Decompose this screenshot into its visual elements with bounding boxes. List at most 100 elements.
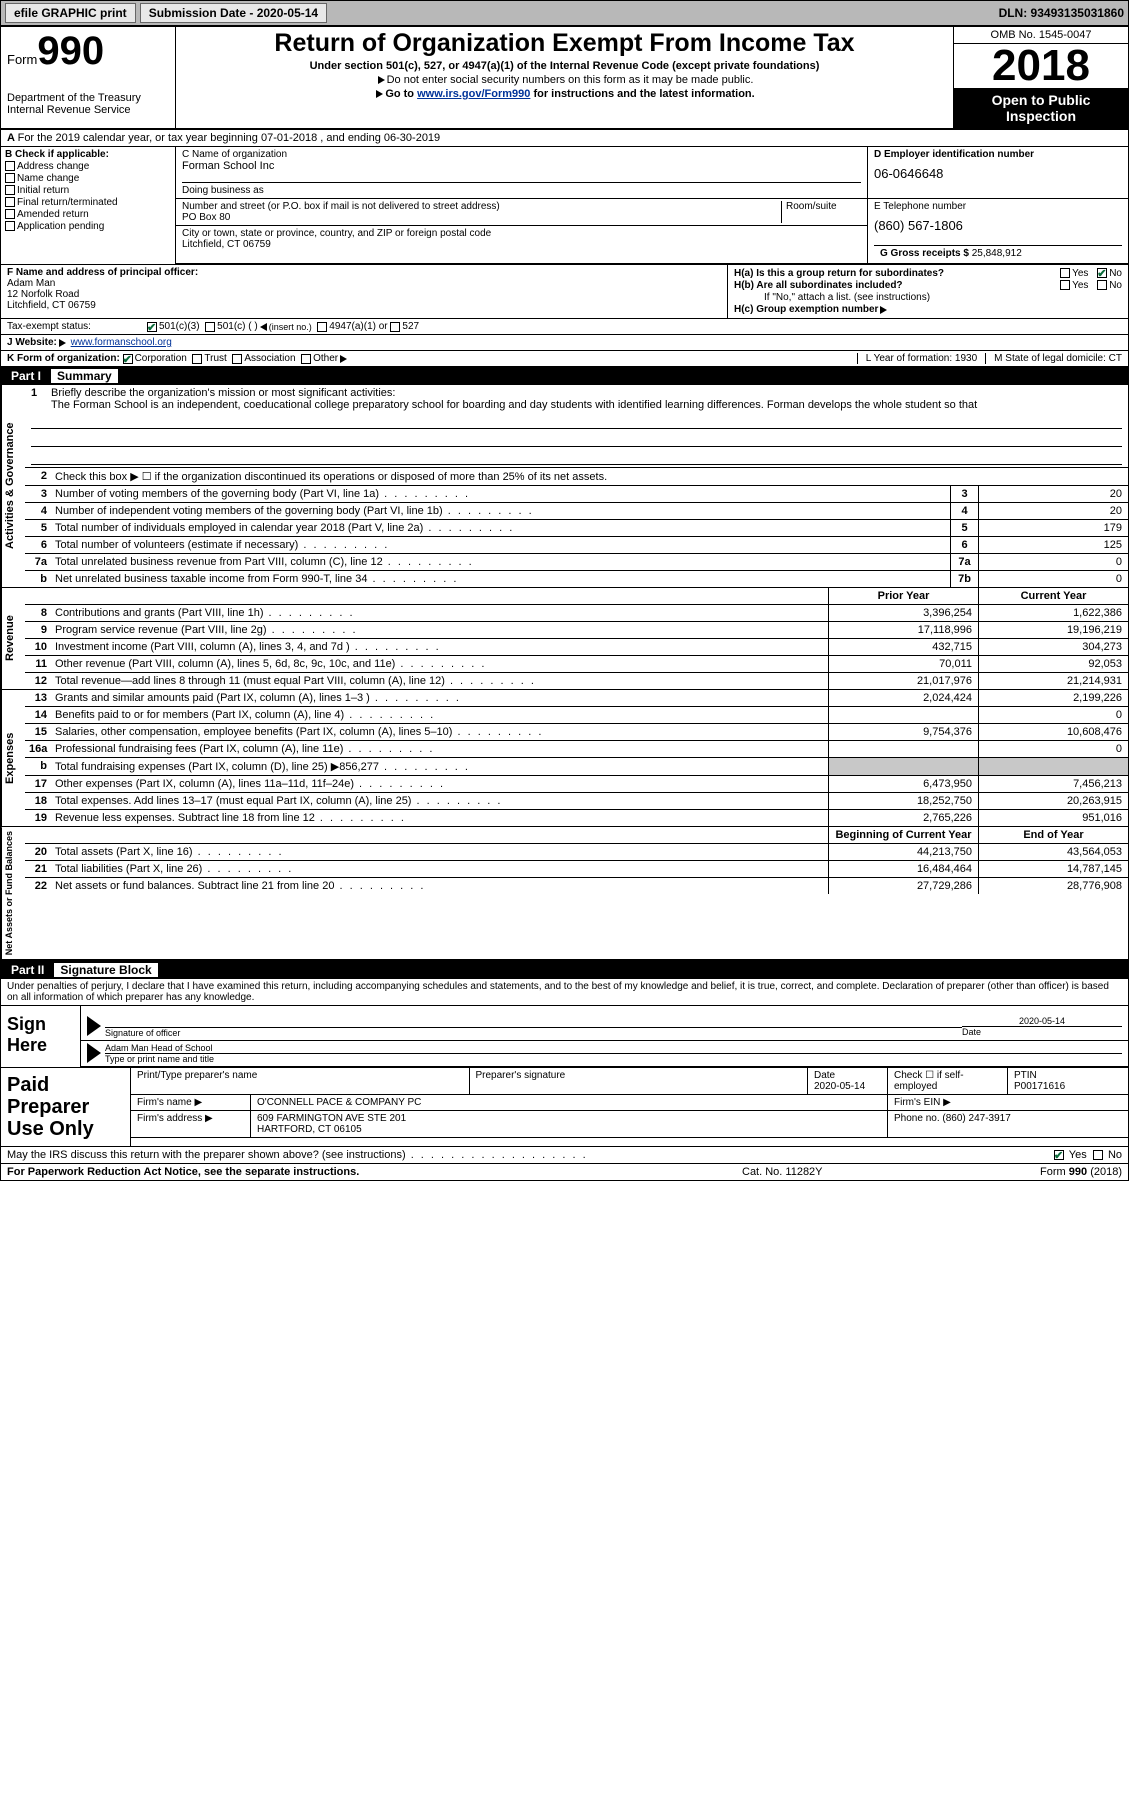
sign-here-label: Sign Here bbox=[1, 1006, 81, 1067]
chk-501c3[interactable] bbox=[147, 322, 157, 332]
ein-label: D Employer identification number bbox=[874, 149, 1034, 160]
line-6: 6Total number of volunteers (estimate if… bbox=[25, 537, 1128, 554]
open-to-public: Open to Public Inspection bbox=[954, 88, 1128, 128]
opt-other: Other bbox=[313, 353, 338, 364]
line-7a: 7aTotal unrelated business revenue from … bbox=[25, 554, 1128, 571]
side-netassets: Net Assets or Fund Balances bbox=[1, 827, 25, 959]
col-boy: Beginning of Current Year bbox=[828, 827, 978, 843]
dept-label: Department of the Treasury Internal Reve… bbox=[7, 92, 169, 116]
top-toolbar: efile GRAPHIC print Submission Date - 20… bbox=[0, 0, 1129, 26]
box-f-label: F Name and address of principal officer: bbox=[7, 267, 198, 278]
opt-trust: Trust bbox=[204, 353, 226, 364]
line-20: 20Total assets (Part X, line 16)44,213,7… bbox=[25, 844, 1128, 861]
header-mid: Return of Organization Exempt From Incom… bbox=[176, 27, 953, 128]
sign-here-block: Sign Here Signature of officer 2020-05-1… bbox=[1, 1006, 1128, 1068]
lbl-final-return: Final return/terminated bbox=[17, 197, 118, 208]
chk-corp[interactable] bbox=[123, 354, 133, 364]
opt-corp: Corporation bbox=[135, 353, 187, 364]
note-goto-pre: Go to bbox=[385, 88, 417, 100]
box-d: D Employer identification number 06-0646… bbox=[868, 147, 1128, 198]
firm-phone: (860) 247-3917 bbox=[942, 1113, 1010, 1124]
discuss-row: May the IRS discuss this return with the… bbox=[1, 1147, 1128, 1164]
col-eoy: End of Year bbox=[978, 827, 1128, 843]
discuss-text: May the IRS discuss this return with the… bbox=[7, 1149, 588, 1161]
hb-yes[interactable] bbox=[1060, 280, 1070, 290]
date-label: Date bbox=[962, 1027, 1122, 1037]
row-a-tax-year: A For the 2019 calendar year, or tax yea… bbox=[1, 130, 1128, 147]
line-13: 13Grants and similar amounts paid (Part … bbox=[25, 690, 1128, 707]
gross-label: G Gross receipts $ bbox=[880, 248, 969, 259]
pra-notice: For Paperwork Reduction Act Notice, see … bbox=[7, 1166, 742, 1178]
line-5: 5Total number of individuals employed in… bbox=[25, 520, 1128, 537]
chk-initial-return[interactable] bbox=[5, 185, 15, 195]
chk-trust[interactable] bbox=[192, 354, 202, 364]
ha-yes[interactable] bbox=[1060, 268, 1070, 278]
opt-insert: (insert no.) bbox=[269, 322, 312, 332]
yes-text: Yes bbox=[1072, 268, 1088, 279]
form-title: Return of Organization Exempt From Incom… bbox=[182, 29, 947, 58]
efile-print-button[interactable]: efile GRAPHIC print bbox=[5, 3, 136, 23]
chk-app-pending[interactable] bbox=[5, 221, 15, 231]
submission-date-button[interactable]: Submission Date - 2020-05-14 bbox=[140, 3, 327, 23]
opt-527: 527 bbox=[402, 321, 419, 332]
hb-no[interactable] bbox=[1097, 280, 1107, 290]
part2-title: Signature Block bbox=[54, 963, 157, 977]
ha-no[interactable] bbox=[1097, 268, 1107, 278]
chk-527[interactable] bbox=[390, 322, 400, 332]
form-number: 990 bbox=[37, 29, 104, 73]
part1-num: Part I bbox=[7, 369, 45, 383]
chk-name-change[interactable] bbox=[5, 173, 15, 183]
opt-501c3: 501(c)(3) bbox=[159, 321, 200, 332]
addr-value: PO Box 80 bbox=[182, 212, 777, 223]
chk-501c[interactable] bbox=[205, 322, 215, 332]
chk-assoc[interactable] bbox=[232, 354, 242, 364]
line-11: 11Other revenue (Part VIII, column (A), … bbox=[25, 656, 1128, 673]
header-right: OMB No. 1545-0047 2018 Open to Public In… bbox=[953, 27, 1128, 128]
irs-link[interactable]: www.irs.gov/Form990 bbox=[417, 88, 530, 100]
side-revenue: Revenue bbox=[1, 588, 25, 689]
line-22: 22Net assets or fund balances. Subtract … bbox=[25, 878, 1128, 894]
firm-addr1: 609 FARMINGTON AVE STE 201 bbox=[257, 1113, 406, 1124]
chk-final-return[interactable] bbox=[5, 197, 15, 207]
line-18: 18Total expenses. Add lines 13–17 (must … bbox=[25, 793, 1128, 810]
phone-label: E Telephone number bbox=[874, 201, 1122, 212]
officer-name: Adam Man bbox=[7, 278, 721, 289]
lbl-initial-return: Initial return bbox=[17, 185, 69, 196]
firm-ein-label: Firm's EIN ▶ bbox=[888, 1095, 1128, 1110]
col-prior: Prior Year bbox=[828, 588, 978, 604]
city-label: City or town, state or province, country… bbox=[182, 228, 861, 239]
ha-label: H(a) Is this a group return for subordin… bbox=[734, 268, 1054, 279]
lbl-amended: Amended return bbox=[17, 209, 89, 220]
part1-header: Part I Summary bbox=[1, 367, 1128, 385]
line-15: 15Salaries, other compensation, employee… bbox=[25, 724, 1128, 741]
part1-title: Summary bbox=[51, 369, 118, 383]
website-link[interactable]: www.formanschool.org bbox=[71, 337, 172, 348]
hc-label: H(c) Group exemption number bbox=[734, 304, 878, 315]
chk-address-change[interactable] bbox=[5, 161, 15, 171]
state-domicile: M State of legal domicile: CT bbox=[985, 353, 1122, 364]
line-b: bTotal fundraising expenses (Part IX, co… bbox=[25, 758, 1128, 776]
line-19: 19Revenue less expenses. Subtract line 1… bbox=[25, 810, 1128, 826]
discuss-yes[interactable] bbox=[1054, 1150, 1064, 1160]
line-8: 8Contributions and grants (Part VIII, li… bbox=[25, 605, 1128, 622]
line-14: 14Benefits paid to or for members (Part … bbox=[25, 707, 1128, 724]
pp-name-label: Print/Type preparer's name bbox=[131, 1068, 470, 1094]
k-label: K Form of organization: bbox=[7, 353, 120, 364]
line-b: bNet unrelated business taxable income f… bbox=[25, 571, 1128, 587]
addr-label: Number and street (or P.O. box if mail i… bbox=[182, 201, 777, 212]
chk-other[interactable] bbox=[301, 354, 311, 364]
box-b-header: B Check if applicable: bbox=[5, 149, 171, 160]
lbl-address-change: Address change bbox=[17, 161, 89, 172]
line-9: 9Program service revenue (Part VIII, lin… bbox=[25, 622, 1128, 639]
chk-amended[interactable] bbox=[5, 209, 15, 219]
sig-arrow-icon bbox=[87, 1016, 101, 1036]
box-f: F Name and address of principal officer:… bbox=[1, 265, 728, 318]
firm-phone-label: Phone no. bbox=[894, 1113, 940, 1124]
firm-addr2: HARTFORD, CT 06105 bbox=[257, 1124, 362, 1135]
paid-preparer-block: Paid Preparer Use Only Print/Type prepar… bbox=[1, 1068, 1128, 1147]
discuss-no[interactable] bbox=[1093, 1150, 1103, 1160]
chk-4947[interactable] bbox=[317, 322, 327, 332]
website-row: J Website: www.formanschool.org bbox=[1, 335, 1128, 351]
pp-check: Check ☐ if self-employed bbox=[888, 1068, 1008, 1094]
opt-assoc: Association bbox=[244, 353, 295, 364]
